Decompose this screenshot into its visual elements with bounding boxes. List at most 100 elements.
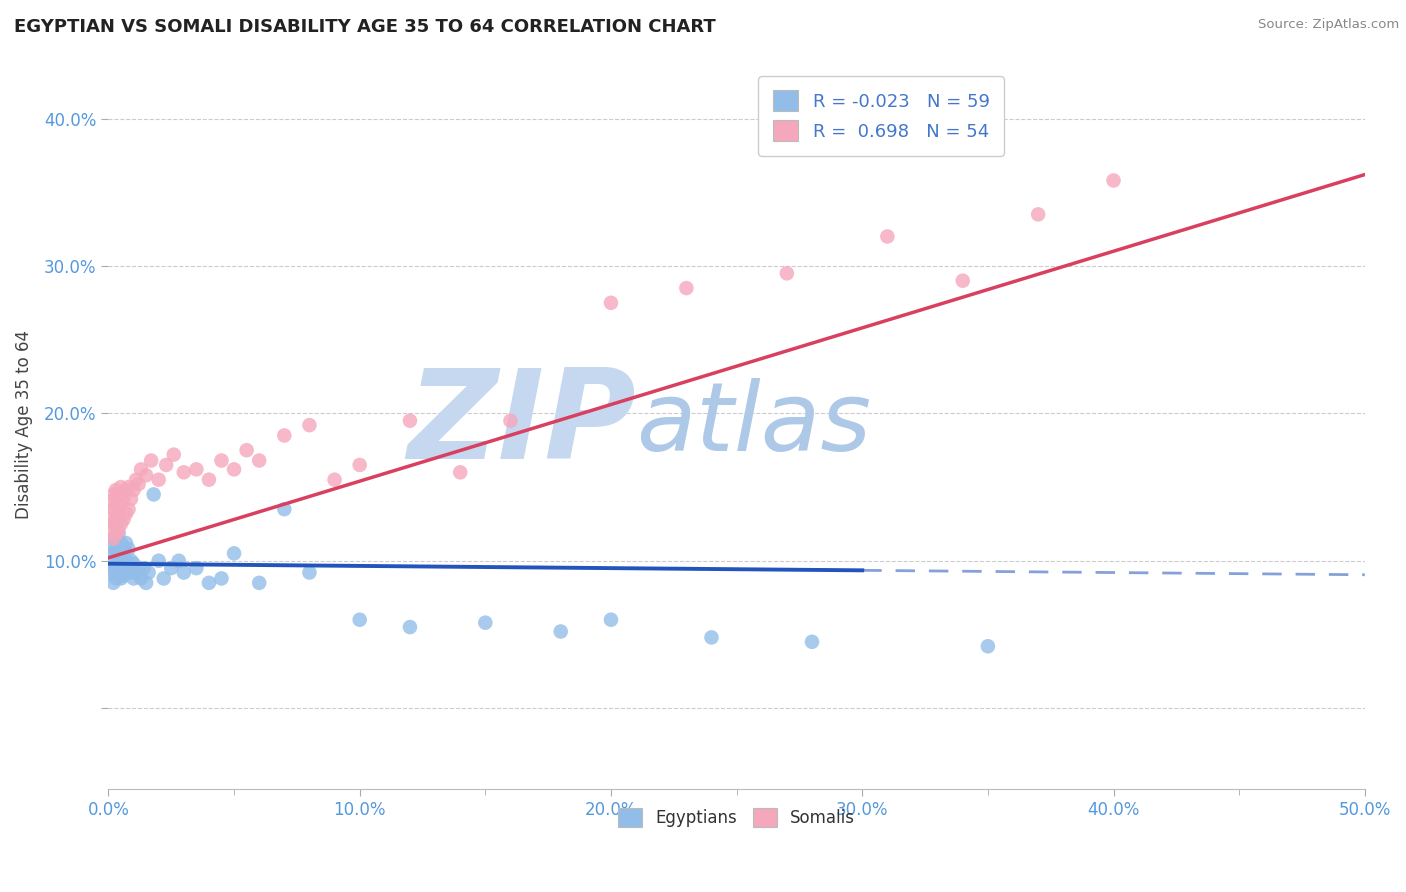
Point [100, 561, 122, 575]
Point [104, 541, 127, 556]
Point [163, 448, 186, 462]
Point [700, 631, 723, 645]
Point [1102, 173, 1125, 187]
Point [110, 498, 132, 512]
Point [235, 443, 257, 458]
Point [399, 620, 422, 634]
Point [273, 502, 295, 516]
Point [112, 512, 135, 526]
Point [142, 487, 165, 501]
Point [115, 483, 138, 497]
Point [120, 554, 142, 568]
Point [107, 566, 129, 580]
Point [112, 568, 135, 582]
Point [138, 566, 160, 580]
Point [247, 575, 270, 590]
Point [112, 557, 135, 571]
Point [600, 613, 623, 627]
Point [115, 536, 138, 550]
Point [122, 571, 145, 585]
Point [474, 615, 496, 630]
Point [148, 473, 170, 487]
Point [211, 453, 233, 467]
Y-axis label: Disability Age 35 to 64: Disability Age 35 to 64 [15, 330, 32, 519]
Point [120, 566, 142, 580]
Point [129, 571, 152, 585]
Point [115, 507, 138, 521]
Point [139, 453, 162, 467]
Point [103, 487, 125, 501]
Point [104, 483, 127, 497]
Point [110, 546, 132, 560]
Point [125, 473, 148, 487]
Point [103, 575, 125, 590]
Point [117, 502, 139, 516]
Point [135, 575, 157, 590]
Point [160, 561, 183, 575]
Point [977, 639, 1000, 653]
Point [103, 546, 125, 560]
Point [128, 477, 150, 491]
Point [186, 561, 208, 575]
Point [298, 566, 321, 580]
Point [675, 281, 697, 295]
Point [107, 509, 129, 524]
Point [107, 524, 129, 539]
Point [247, 453, 270, 467]
Point [117, 480, 139, 494]
Point [112, 541, 135, 556]
Point [167, 554, 190, 568]
Text: Source: ZipAtlas.com: Source: ZipAtlas.com [1258, 18, 1399, 31]
Point [173, 566, 195, 580]
Point [104, 561, 127, 575]
Point [198, 473, 221, 487]
Point [1026, 207, 1049, 221]
Point [100, 509, 122, 524]
Point [107, 554, 129, 568]
Text: ZIP: ZIP [408, 364, 636, 485]
Point [323, 473, 346, 487]
Point [103, 532, 125, 546]
Point [148, 554, 170, 568]
Point [211, 571, 233, 585]
Point [349, 613, 371, 627]
Text: EGYPTIAN VS SOMALI DISABILITY AGE 35 TO 64 CORRELATION CHART: EGYPTIAN VS SOMALI DISABILITY AGE 35 TO … [14, 18, 716, 36]
Point [107, 487, 129, 501]
Point [110, 480, 132, 494]
Point [499, 414, 522, 428]
Point [107, 541, 129, 556]
Point [100, 554, 122, 568]
Point [103, 516, 125, 531]
Point [155, 458, 177, 472]
Point [222, 462, 245, 476]
Point [104, 516, 127, 531]
Point [107, 527, 129, 541]
Point [876, 229, 898, 244]
Point [600, 295, 623, 310]
Point [115, 554, 138, 568]
Point [100, 524, 122, 539]
Point [173, 466, 195, 480]
Point [801, 635, 824, 649]
Point [135, 468, 157, 483]
Point [103, 566, 125, 580]
Point [117, 561, 139, 575]
Point [273, 428, 295, 442]
Point [186, 462, 208, 476]
Point [222, 546, 245, 560]
Point [952, 274, 974, 288]
Text: atlas: atlas [636, 378, 872, 471]
Point [100, 495, 122, 509]
Point [117, 541, 139, 556]
Point [449, 466, 471, 480]
Point [104, 527, 127, 541]
Point [129, 462, 152, 476]
Point [103, 532, 125, 546]
Point [110, 571, 132, 585]
Point [152, 571, 174, 585]
Point [550, 624, 572, 639]
Point [110, 536, 132, 550]
Point [100, 539, 122, 553]
Point [776, 266, 799, 280]
Point [104, 498, 127, 512]
